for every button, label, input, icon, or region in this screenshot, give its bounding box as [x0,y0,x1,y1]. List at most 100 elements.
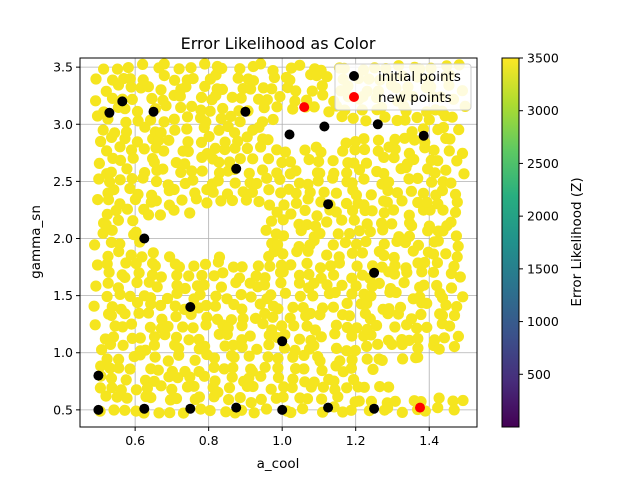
cloud-point [157,94,169,106]
cloud-point [440,248,452,260]
cloud-point [360,115,372,127]
cloud-point [447,395,459,407]
cloud-point [257,164,269,176]
cloud-point [212,386,224,398]
cloud-point [279,287,291,299]
cloud-point [337,406,349,418]
cloud-point [114,198,126,210]
cloud-point [408,153,420,166]
cloud-point [287,373,299,385]
cloud-point [222,322,234,334]
legend-marker-new [349,92,359,102]
cloud-point [125,318,138,330]
cloud-point [104,362,116,374]
cloud-point [329,384,341,396]
cloud-point [341,345,353,357]
cloud-point [299,204,311,216]
cloud-point [412,239,424,251]
colorbar-ticks: 500 1000 1500 2000 2500 3000 3500 [519,51,559,382]
cloud-point [259,361,271,373]
cloud-point [131,276,143,289]
cloud-point [169,74,181,86]
cloud-point [411,111,423,124]
cloud-point [373,277,385,289]
cloud-point [448,341,460,353]
cloud-point [432,198,444,210]
cloud-point [311,210,323,222]
initial-point [231,163,242,174]
cloud-point [233,272,246,284]
cloud-point [97,124,109,136]
colorbar-gradient [502,58,519,427]
colorbar-tick-label: 2500 [527,156,559,171]
cloud-point [174,90,186,102]
cloud-point [274,91,286,103]
cloud-point [120,116,132,128]
cloud-point [166,383,178,395]
cloud-point [358,133,370,145]
cloud-point [124,182,136,195]
cloud-point [96,344,108,356]
cloud-point [306,85,318,97]
cloud-point [131,136,143,148]
x-tick-label: 0.6 [125,433,145,448]
cloud-point [255,58,267,70]
cloud-point [349,144,361,156]
cloud-point [361,340,373,352]
cloud-point [134,332,146,344]
cloud-point [107,331,120,343]
cloud-point [199,58,211,70]
cloud-point [91,259,104,271]
cloud-point [196,269,208,282]
cloud-point [372,134,385,146]
cloud-point [260,224,272,236]
cloud-point [261,172,273,184]
legend-marker-initial [349,71,359,81]
cloud-point [100,390,112,402]
cloud-point [358,199,370,211]
cloud-point [137,58,149,70]
cloud-point [209,300,221,312]
cloud-point [181,111,194,123]
cloud-point [90,95,102,107]
cloud-point [257,318,269,330]
cloud-point [120,126,133,138]
cloud-point [88,300,100,312]
cloud-point [346,247,358,259]
cloud-point [444,133,456,145]
cloud-point [245,291,257,303]
cloud-point [182,136,194,148]
cloud-point [213,156,225,168]
cloud-point [111,63,124,75]
cloud-point [341,382,353,394]
cloud-point [452,240,464,252]
cloud-point [247,153,259,165]
cloud-point [133,307,145,319]
cloud-point [341,167,353,179]
cloud-point [155,84,167,96]
cloud-point [126,173,138,185]
cloud-point [236,261,248,273]
cloud-point [290,197,302,209]
cloud-point [109,127,121,139]
cloud-point [267,311,279,323]
cloud-point [130,384,142,396]
cloud-point [316,80,328,92]
cloud-point [251,177,263,190]
cloud-point [240,194,252,206]
cloud-point [107,74,119,86]
cloud-point [204,405,216,417]
cloud-point [314,262,327,274]
cloud-point [348,157,360,169]
cloud-point [267,65,279,77]
cloud-point [146,92,158,105]
cloud-point [443,145,455,157]
initial-point [139,233,150,244]
cloud-point [262,153,275,165]
cloud-point [412,351,424,363]
cloud-point [247,380,259,393]
initial-point [185,302,196,312]
cloud-point [400,262,412,274]
y-tick-label: 0.5 [53,402,73,417]
cloud-point [293,241,305,253]
